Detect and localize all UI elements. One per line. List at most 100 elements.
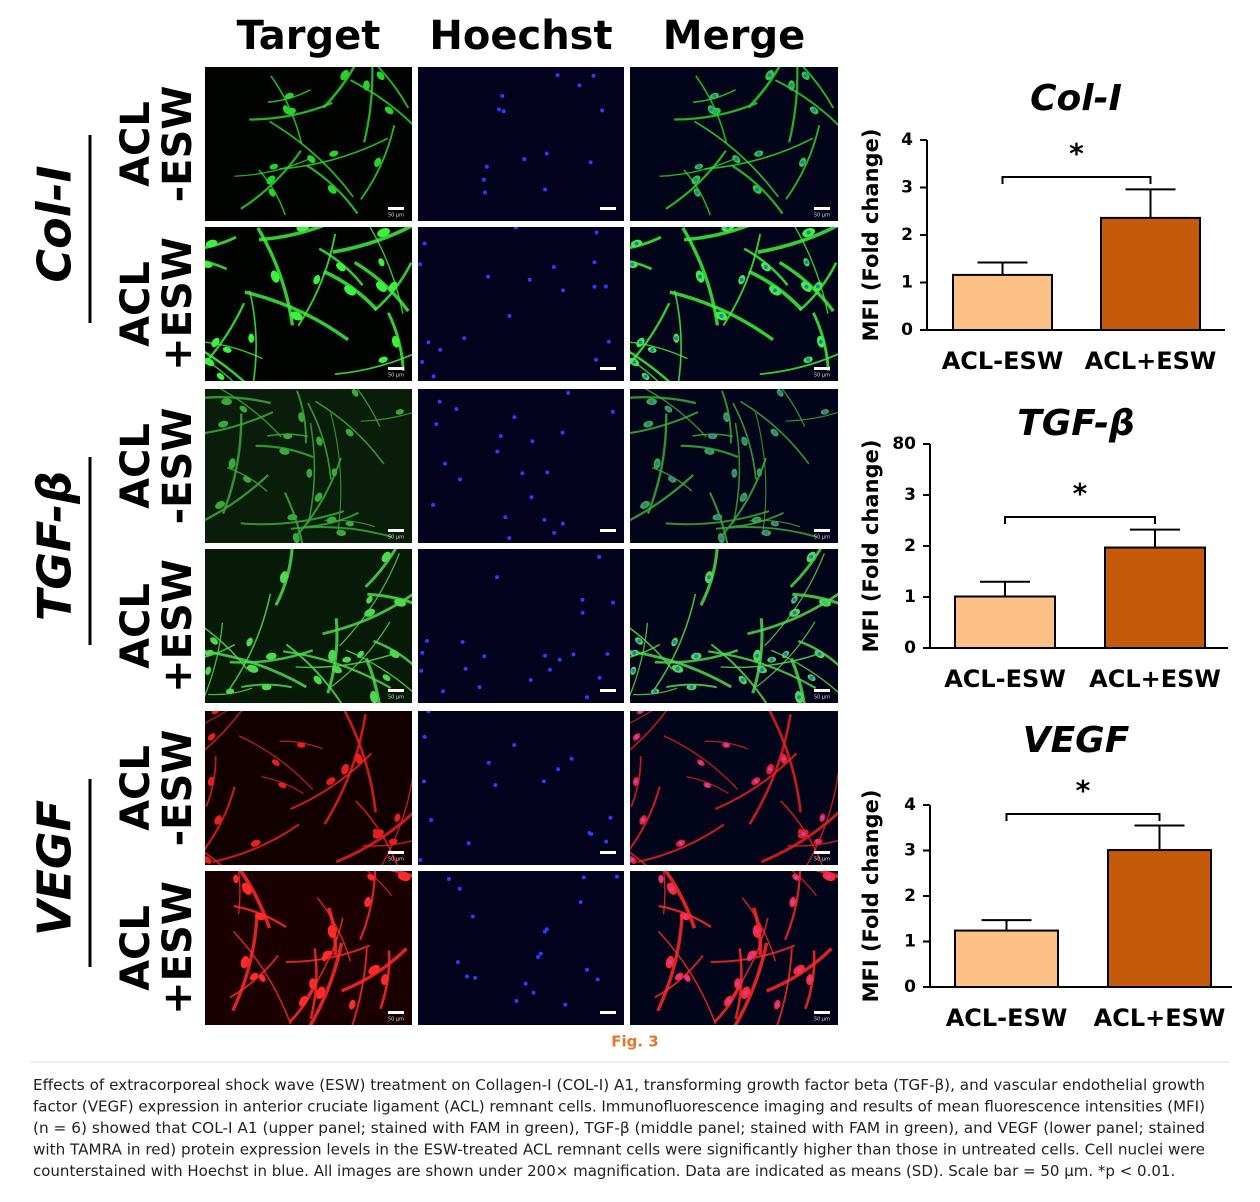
cell-body: [214, 815, 222, 825]
nucleus: [552, 530, 557, 535]
nucleus: [566, 390, 571, 395]
cell-body: [364, 608, 376, 617]
nucleus: [498, 434, 503, 439]
y-tick-label: 0: [904, 977, 916, 997]
nucleus: [483, 190, 488, 195]
nucleus: [454, 407, 459, 412]
nucleus: [724, 743, 729, 748]
scale-bar: [388, 851, 404, 854]
cell-body: [363, 80, 370, 91]
scale-bar-label: 50 µm: [388, 1017, 404, 1023]
cell: [205, 358, 234, 381]
cell: [630, 851, 648, 865]
micrograph-bg: [205, 227, 412, 381]
cell: [334, 353, 412, 376]
cell-body: [222, 346, 232, 353]
scale-bar: [600, 207, 616, 210]
nucleus: [707, 449, 712, 454]
cell: [323, 714, 367, 825]
cell-body: [297, 742, 306, 748]
x-tick-label: ACL-ESW: [942, 347, 1064, 375]
nucleus: [585, 695, 590, 700]
scale-bar-label: 50 µm: [388, 213, 404, 219]
cell: [748, 714, 792, 825]
nucleus: [806, 357, 811, 362]
cell: [205, 711, 243, 751]
micrograph: 50 µm: [630, 67, 838, 221]
cell-body: [395, 409, 404, 415]
micrograph: [418, 67, 624, 221]
nucleus: [563, 1002, 568, 1007]
nucleus: [764, 530, 769, 535]
nucleus: [820, 815, 825, 820]
cell: [335, 811, 412, 864]
nucleus: [698, 760, 703, 765]
scale-bar: [388, 689, 404, 692]
nucleus: [812, 108, 817, 113]
nucleus: [685, 975, 690, 980]
bar: [1100, 216, 1201, 331]
cell: [205, 411, 274, 435]
y-axis-label: MFI (Fold change): [859, 129, 883, 342]
cell: [366, 871, 392, 897]
column-header: Target: [237, 13, 381, 59]
nucleus: [512, 743, 517, 748]
nucleus: [522, 157, 527, 162]
cell: [330, 621, 391, 688]
cell: [669, 290, 775, 342]
nucleus: [603, 284, 608, 289]
micrograph: [418, 389, 624, 543]
micrograph: 50 µm: [630, 389, 838, 543]
condition-label: ACL: [113, 423, 159, 509]
nucleus: [719, 536, 724, 541]
scale-bar: [600, 367, 616, 370]
nucleus: [826, 874, 831, 879]
nucleus: [719, 313, 724, 318]
caption-line: counterstained with Hoechst in blue. All…: [33, 1162, 1175, 1180]
nucleus: [426, 340, 431, 345]
cell-body: [205, 666, 212, 675]
cell: [768, 711, 802, 813]
condition-label: -ESW: [155, 86, 201, 203]
cell: [747, 592, 838, 636]
caption-line: (n = 6) showed that COL-I A1 (upper pane…: [33, 1119, 1205, 1137]
nucleus: [431, 374, 436, 379]
nucleus: [743, 990, 748, 995]
condition-label: ACL: [113, 261, 159, 347]
nucleus: [682, 914, 687, 919]
nucleus: [597, 554, 602, 559]
nucleus: [710, 434, 715, 439]
nucleus: [592, 260, 597, 265]
error-bar: [977, 261, 1028, 275]
nucleus: [497, 107, 502, 112]
nucleus: [614, 874, 619, 879]
micrograph-bg: [418, 711, 624, 865]
cell-body: [246, 637, 253, 647]
nucleus: [542, 517, 547, 522]
cell: [630, 627, 673, 670]
nucleus: [790, 900, 795, 905]
nucleus: [543, 187, 548, 192]
cell: [279, 137, 389, 170]
cell-body: [233, 874, 239, 884]
scale-bar: [388, 1011, 404, 1014]
cell-body: [205, 260, 213, 268]
y-tick-label: 3: [901, 178, 913, 198]
cell: [747, 67, 781, 109]
caption-line: Effects of extracorporeal shock wave (ES…: [33, 1076, 1205, 1094]
cell: [785, 124, 821, 200]
nucleus: [531, 990, 536, 995]
cell-body: [326, 777, 336, 786]
condition-label: ACL: [113, 101, 159, 187]
nucleus: [441, 689, 446, 694]
cell: [351, 947, 368, 1025]
cell: [791, 871, 817, 897]
cell-body: [205, 649, 214, 657]
cell-body: [221, 398, 233, 406]
nucleus: [538, 951, 543, 956]
cell-body: [316, 436, 323, 446]
nucleus: [482, 654, 487, 659]
nucleus: [455, 960, 460, 965]
nucleus: [422, 734, 427, 739]
cell: [285, 643, 343, 703]
